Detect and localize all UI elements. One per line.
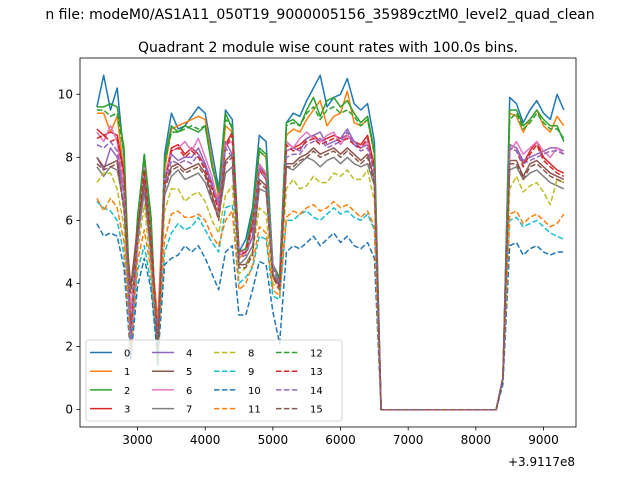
y-axis: 0 2 4 6 8 10 <box>58 87 80 417</box>
legend-label-0: 0 <box>124 349 130 360</box>
legend-label-6: 6 <box>186 386 192 397</box>
series-line-8 <box>96 169 565 411</box>
legend-label-13: 13 <box>310 367 323 378</box>
x-axis-offset-label: +3.9117e8 <box>508 455 575 469</box>
legend-label-4: 4 <box>186 349 192 360</box>
series-line-10 <box>96 223 564 411</box>
series-line-15 <box>96 150 565 411</box>
legend-label-10: 10 <box>248 386 261 397</box>
x-tick-label: 7000 <box>393 433 424 447</box>
legend-label-12: 12 <box>310 349 323 360</box>
legend-label-11: 11 <box>248 405 261 416</box>
x-tick-label: 3000 <box>122 433 153 447</box>
x-axis: 3000 4000 5000 6000 7000 8000 9000 <box>122 427 559 447</box>
x-tick-label: 5000 <box>258 433 289 447</box>
legend-label-5: 5 <box>186 367 192 378</box>
series-line-14 <box>96 131 565 411</box>
y-tick-label: 8 <box>65 150 73 164</box>
series-lines <box>96 74 565 411</box>
legend-label-3: 3 <box>124 405 130 416</box>
x-tick-label: 6000 <box>325 433 356 447</box>
series-line-13 <box>96 134 565 411</box>
y-tick-label: 6 <box>65 213 73 227</box>
legend-label-8: 8 <box>248 349 254 360</box>
y-tick-label: 0 <box>65 403 73 417</box>
y-tick-label: 10 <box>58 87 73 101</box>
legend-label-9: 9 <box>248 367 254 378</box>
x-tick-label: 8000 <box>461 433 492 447</box>
legend-label-15: 15 <box>310 405 323 416</box>
legend-label-2: 2 <box>124 386 130 397</box>
axes-border <box>79 57 577 428</box>
legend-frame <box>85 339 343 422</box>
x-tick-label: 9000 <box>528 433 559 447</box>
x-tick-label: 4000 <box>190 433 221 447</box>
y-tick-label: 2 <box>65 340 73 354</box>
legend-label-7: 7 <box>186 405 192 416</box>
legend-label-1: 1 <box>124 367 130 378</box>
legend-label-14: 14 <box>310 386 323 397</box>
chart-title: Quadrant 2 module wise count rates with … <box>138 40 518 56</box>
y-tick-label: 4 <box>65 277 73 291</box>
figure-suptitle: n file: modeM0/AS1A11_050T19_9000005156_… <box>45 7 594 23</box>
